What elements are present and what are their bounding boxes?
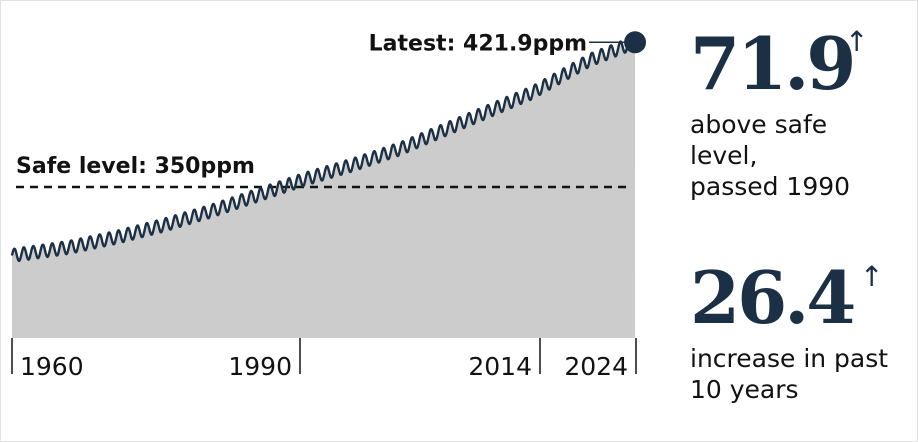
stat-value-above-safe: 71.9 <box>690 21 856 106</box>
x-tick-label: 1960 <box>20 352 84 381</box>
co2-series-line <box>10 36 636 263</box>
stat-caption-line: 10 years <box>690 375 799 404</box>
x-tick-label: 1990 <box>228 352 292 381</box>
x-tick-label: 2014 <box>468 352 532 381</box>
latest-label: Latest: 421.9ppm <box>369 31 587 56</box>
x-tick-label: 2024 <box>564 352 628 381</box>
stat-caption-line: above safe <box>690 110 828 139</box>
safe-level-label: Safe level: 350ppm <box>16 154 255 179</box>
latest-point <box>624 31 647 54</box>
stat-caption-line: level, <box>690 141 758 170</box>
stat-caption-above-safe: above safe level, passed 1990 <box>690 109 850 202</box>
stat-caption-line: passed 1990 <box>690 172 851 201</box>
stat-value-increase: 26.4 <box>690 255 856 340</box>
stat-caption-increase: increase in past 10 years <box>690 343 888 405</box>
arrow-up-icon: ↑ <box>845 25 869 58</box>
arrow-up-icon: ↑ <box>860 260 884 293</box>
stat-caption-line: increase in past <box>690 344 889 373</box>
